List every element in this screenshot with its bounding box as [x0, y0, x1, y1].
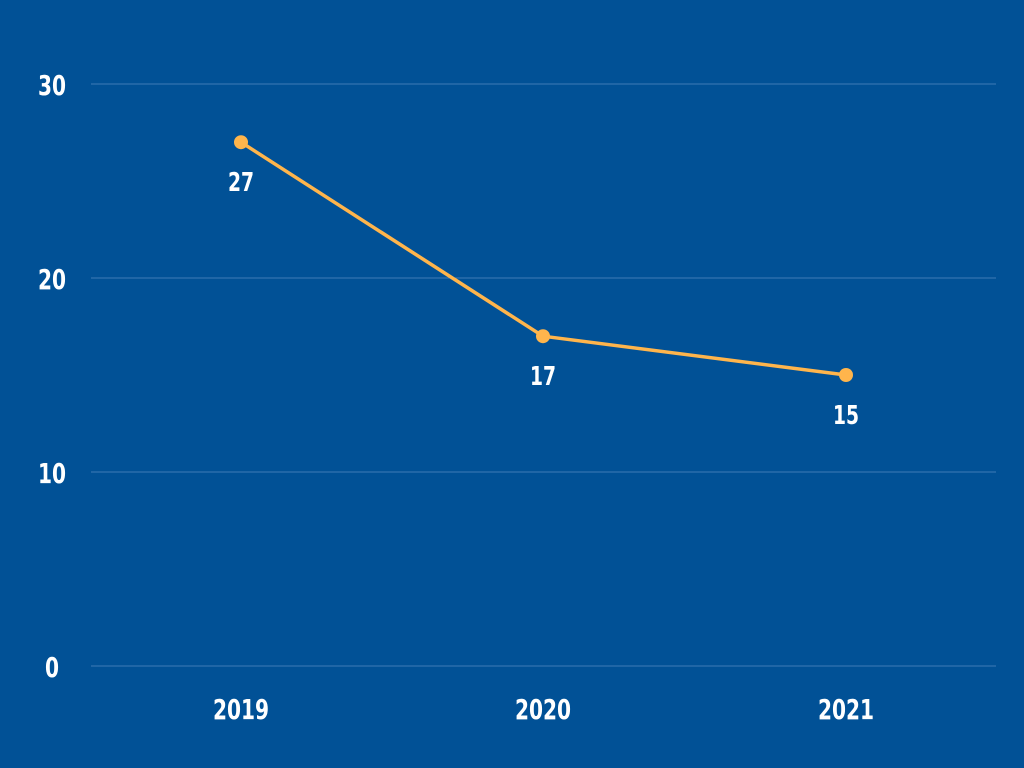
data-label: 17	[530, 362, 556, 392]
x-axis: 2019 2020 2021	[213, 693, 874, 726]
gridlines	[91, 83, 996, 667]
data-point	[839, 368, 853, 382]
x-tick-label: 2020	[515, 693, 571, 726]
y-tick-label: 20	[38, 263, 66, 296]
y-tick-label: 10	[38, 457, 66, 490]
series-group	[234, 135, 853, 382]
y-axis: 0 10 20 30	[38, 69, 66, 684]
data-point	[536, 329, 550, 344]
data-label: 15	[833, 401, 859, 431]
data-labels: 27 17 15	[228, 168, 859, 431]
y-tick-label: 30	[38, 69, 66, 102]
y-tick-label: 0	[45, 651, 59, 684]
data-point	[234, 135, 248, 150]
x-tick-label: 2019	[213, 693, 269, 726]
x-tick-label: 2021	[818, 693, 874, 726]
data-label: 27	[228, 168, 254, 198]
